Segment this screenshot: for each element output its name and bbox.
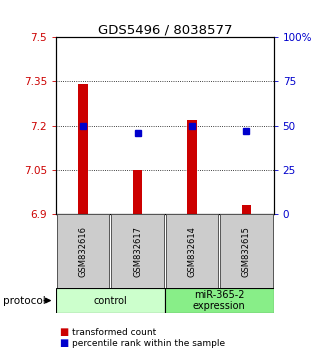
Text: ■: ■ <box>59 338 68 348</box>
Bar <box>57 214 109 289</box>
Text: GSM832616: GSM832616 <box>79 226 88 277</box>
Bar <box>133 170 142 214</box>
Bar <box>220 214 273 289</box>
Bar <box>56 288 165 313</box>
Bar <box>78 84 88 214</box>
Text: control: control <box>93 296 127 306</box>
Text: miR-365-2
expression: miR-365-2 expression <box>193 290 245 312</box>
Text: GSM832617: GSM832617 <box>133 226 142 277</box>
Text: percentile rank within the sample: percentile rank within the sample <box>72 339 225 348</box>
Text: GSM832615: GSM832615 <box>242 226 251 277</box>
Text: GSM832614: GSM832614 <box>188 226 196 277</box>
Bar <box>166 214 218 289</box>
Text: protocol: protocol <box>3 296 46 306</box>
Title: GDS5496 / 8038577: GDS5496 / 8038577 <box>98 23 232 36</box>
Text: transformed count: transformed count <box>72 327 156 337</box>
Bar <box>111 214 164 289</box>
Bar <box>165 288 274 313</box>
Text: ■: ■ <box>59 327 68 337</box>
Bar <box>242 205 251 214</box>
Bar <box>187 120 197 214</box>
